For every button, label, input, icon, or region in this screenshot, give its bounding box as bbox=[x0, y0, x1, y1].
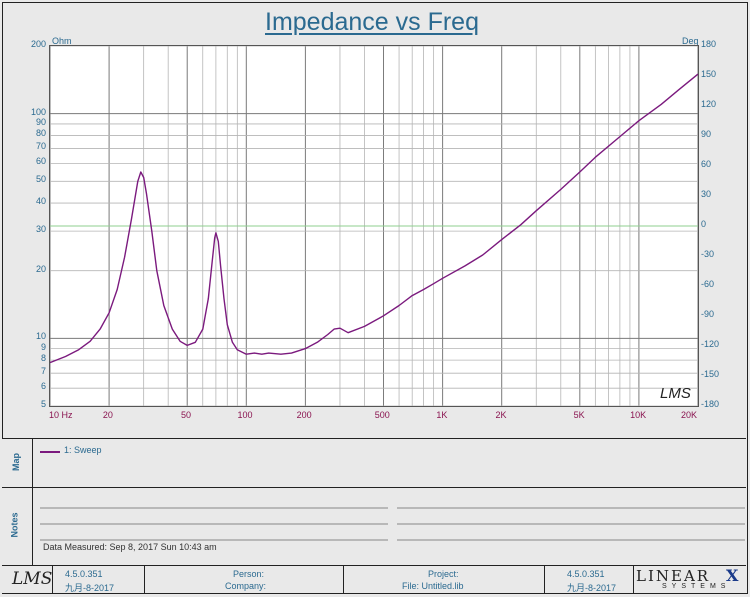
y-tick-label: 20 bbox=[35, 263, 46, 274]
y-tick-label: 9 bbox=[40, 341, 46, 352]
y-tick-label: 8 bbox=[40, 353, 46, 364]
y2-tick-label: 120 bbox=[701, 99, 717, 109]
linearx-brand-logo: LINEAR X SYSTEMS bbox=[636, 566, 746, 593]
y-tick-label: 40 bbox=[35, 196, 46, 207]
sweep-legend-label: 1: Sweep bbox=[64, 445, 102, 455]
y-tick-label: 90 bbox=[35, 116, 46, 127]
y2-tick-label: 30 bbox=[701, 189, 712, 199]
x-tick-label: 100 bbox=[237, 410, 253, 420]
version-right: 4.5.0.351 bbox=[567, 569, 605, 579]
y2-tick-label: -180 bbox=[701, 399, 720, 409]
footer-version-right-cell: 4.5.0.351 九月-8-2017 bbox=[545, 566, 634, 593]
date-left: 九月-8-2017 bbox=[65, 583, 115, 593]
lms-plot-logo: LMS bbox=[660, 385, 691, 402]
x-tick-label: 20K bbox=[681, 410, 698, 420]
y2-tick-label: -30 bbox=[701, 249, 715, 259]
y2-tick-label: 0 bbox=[701, 219, 707, 229]
y-tick-label: 10 bbox=[35, 331, 46, 342]
brand-systems: SYSTEMS bbox=[662, 583, 731, 590]
x-tick-label: 20 bbox=[102, 410, 113, 420]
y-tick-label: 50 bbox=[35, 174, 46, 185]
company-label: Company: bbox=[225, 581, 267, 591]
y2-tick-label: 90 bbox=[701, 129, 712, 139]
map-side-label: Map bbox=[2, 439, 33, 487]
map-panel: Map 1: Sweep bbox=[2, 438, 746, 487]
chart-title: Impedance vs Freq bbox=[265, 8, 479, 36]
y-tick-label: 7 bbox=[40, 366, 46, 377]
y2-tick-label: -90 bbox=[701, 309, 715, 319]
y2-tick-label: -120 bbox=[701, 339, 720, 349]
y-tick-label: 5 bbox=[40, 399, 46, 409]
y2-tick-label: 150 bbox=[701, 69, 717, 79]
brand-linear: LINEAR bbox=[636, 567, 711, 585]
right-axis-unit: Deg bbox=[682, 36, 699, 46]
person-label: Person: bbox=[233, 569, 265, 579]
data-measured-text: Data Measured: Sep 8, 2017 Sun 10:43 am bbox=[43, 542, 217, 552]
notes-panel: Notes Data Measured: Sep 8, 2017 Sun 10:… bbox=[2, 487, 746, 565]
y-tick-label: 30 bbox=[35, 224, 46, 235]
x-tick-label: 50 bbox=[181, 410, 192, 420]
y2-tick-label: -150 bbox=[701, 369, 720, 379]
file-label: File: Untitled.lib bbox=[402, 581, 464, 591]
version-left: 4.5.0.351 bbox=[65, 569, 103, 579]
y-tick-label: 70 bbox=[35, 141, 46, 152]
y2-tick-label: 60 bbox=[701, 159, 712, 169]
footer-version-left-cell: 4.5.0.351 九月-8-2017 bbox=[53, 566, 145, 593]
y-tick-label: 100 bbox=[30, 106, 46, 117]
x-tick-label: 1K bbox=[436, 410, 448, 420]
plot-area: LMS bbox=[49, 45, 699, 407]
y-tick-label: 200 bbox=[30, 39, 46, 49]
footer-bar: LMS 4.5.0.351 九月-8-2017 Person: Company:… bbox=[2, 565, 746, 593]
x-tick-label: 5K bbox=[573, 410, 585, 420]
y2-tick-label: 180 bbox=[701, 39, 717, 49]
y-tick-label: 80 bbox=[35, 128, 46, 139]
x-tick-label: 10K bbox=[630, 410, 647, 420]
y-tick-label: 6 bbox=[40, 381, 46, 392]
date-right: 九月-8-2017 bbox=[567, 583, 617, 593]
y2-tick-label: -60 bbox=[701, 279, 715, 289]
impedance-curve-series-0 bbox=[49, 73, 699, 364]
y-tick-label: 60 bbox=[35, 156, 46, 167]
notes-lines[interactable] bbox=[40, 492, 745, 552]
x-tick-label: 500 bbox=[374, 410, 390, 420]
impedance-chart: LMS bbox=[49, 45, 699, 407]
footer-logo-cell: LMS bbox=[2, 566, 53, 593]
footer-person-cell: Person: Company: bbox=[145, 566, 344, 593]
sweep-legend-swatch bbox=[40, 451, 60, 453]
brand-x: X bbox=[726, 566, 739, 585]
x-tick-label: 200 bbox=[296, 410, 312, 420]
x-tick-label: 2K bbox=[495, 410, 507, 420]
map-label: Map bbox=[11, 453, 21, 471]
project-label: Project: bbox=[428, 569, 459, 579]
lms-footer-logo: LMS bbox=[12, 569, 53, 589]
notes-side-label: Notes bbox=[2, 488, 33, 565]
x-tick-label: 10 Hz bbox=[49, 410, 73, 420]
footer-project-cell: Project: File: Untitled.lib bbox=[344, 566, 545, 593]
notes-label: Notes bbox=[9, 512, 20, 538]
left-axis-unit: Ohm bbox=[52, 36, 72, 46]
